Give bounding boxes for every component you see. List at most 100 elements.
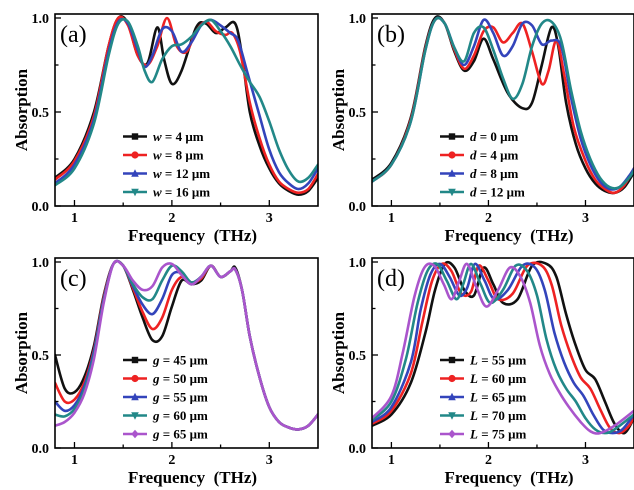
chart-panel-c: 1 2 3 0.0 0.5 1.0 Frequency (THz) Absorption (c)… bbox=[12, 256, 319, 487]
legend-marker bbox=[131, 392, 139, 401]
panel-label: (d) bbox=[377, 266, 405, 292]
x-axis-label: Frequency (THz) bbox=[444, 226, 573, 245]
legend-label: L = 55 μm bbox=[469, 353, 526, 368]
legend-marker bbox=[131, 429, 139, 439]
legend-entry: g = 50 μm bbox=[123, 371, 208, 386]
legend-marker bbox=[448, 374, 456, 383]
legend-entry: w = 8 μm bbox=[123, 148, 204, 163]
series-line-L-75 bbox=[372, 262, 634, 435]
y-axis-label: Absorption bbox=[12, 68, 31, 151]
y-tick-label: 0.0 bbox=[349, 442, 367, 457]
legend-marker bbox=[448, 429, 456, 439]
series-line-L-65 bbox=[372, 262, 634, 435]
panel-label: (a) bbox=[60, 22, 87, 48]
legend-marker bbox=[131, 412, 139, 420]
x-tick-label: 3 bbox=[266, 453, 273, 468]
y-tick-label: 0.0 bbox=[349, 200, 367, 215]
x-tick-label: 3 bbox=[582, 211, 589, 226]
series-line-L-55 bbox=[372, 260, 634, 435]
x-tick-label: 3 bbox=[582, 453, 589, 468]
legend-marker bbox=[131, 151, 139, 159]
legend-marker bbox=[448, 151, 456, 159]
legend-label: g = 65 μm bbox=[152, 427, 208, 442]
legend-marker bbox=[131, 188, 139, 197]
y-axis-label: Absorption bbox=[329, 68, 348, 151]
chart-panel-a: 1 2 3 0.0 0.5 1.0 Frequency (THz) Absorption (a)… bbox=[12, 12, 319, 245]
legend-entry: g = 65 μm bbox=[123, 427, 208, 442]
legend-entry: L = 65 μm bbox=[440, 390, 526, 405]
series-line-d-12 bbox=[372, 16, 634, 190]
x-tick-label: 1 bbox=[71, 211, 78, 226]
legend-entry: w = 4 μm bbox=[123, 129, 204, 144]
x-tick-label: 1 bbox=[388, 453, 395, 468]
legend-label: g = 45 μm bbox=[152, 353, 208, 368]
series-group bbox=[55, 15, 318, 196]
chart-panel-b: 1 2 3 0.0 0.5 1.0 Frequency (THz) Absorption (b)… bbox=[329, 12, 634, 245]
legend-entry: w = 16 μm bbox=[123, 185, 210, 200]
legend-label: d = 0 μm bbox=[470, 129, 519, 144]
legend-marker bbox=[448, 188, 456, 197]
legend-entry: w = 12 μm bbox=[123, 166, 210, 181]
panel-label: (c) bbox=[60, 266, 87, 292]
x-tick-label: 3 bbox=[266, 211, 273, 226]
x-tick-label: 1 bbox=[71, 453, 78, 468]
legend-entry: L = 55 μm bbox=[440, 353, 526, 368]
legend-label: L = 75 μm bbox=[469, 427, 526, 442]
legend-marker bbox=[131, 133, 139, 140]
y-tick-label: 0.5 bbox=[32, 106, 50, 121]
x-tick-label: 2 bbox=[485, 453, 492, 468]
series-group bbox=[372, 260, 634, 435]
y-axis-label: Absorption bbox=[12, 311, 31, 394]
chart-panel-d: 1 2 3 0.0 0.5 1.0 Frequency (THz) Absorption (d)… bbox=[329, 256, 634, 487]
series-line-w-16 bbox=[55, 17, 318, 187]
legend-marker bbox=[448, 392, 456, 401]
legend-entry: g = 55 μm bbox=[123, 390, 208, 405]
x-tick-label: 2 bbox=[168, 211, 175, 226]
y-tick-label: 0.5 bbox=[32, 349, 50, 364]
legend-entry: d = 12 μm bbox=[440, 185, 525, 200]
legend-label: w = 16 μm bbox=[153, 185, 210, 200]
legend-label: d = 12 μm bbox=[470, 185, 525, 200]
y-tick-label: 1.0 bbox=[32, 12, 50, 27]
legend-label: L = 65 μm bbox=[469, 390, 526, 405]
legend-entry: d = 8 μm bbox=[440, 166, 519, 181]
legend-marker bbox=[448, 133, 456, 140]
legend-entry: d = 0 μm bbox=[440, 129, 519, 144]
legend-marker bbox=[131, 169, 139, 177]
x-tick-label: 2 bbox=[485, 211, 492, 226]
legend-marker bbox=[131, 356, 139, 364]
legend-label: g = 55 μm bbox=[152, 390, 208, 405]
legend-entry: L = 70 μm bbox=[440, 408, 526, 423]
legend-entry: d = 4 μm bbox=[440, 148, 519, 163]
y-tick-label: 0.0 bbox=[32, 200, 50, 215]
legend-marker bbox=[448, 412, 456, 420]
series-group bbox=[372, 15, 634, 195]
plot-frame bbox=[371, 13, 634, 207]
legend-label: g = 60 μm bbox=[152, 408, 208, 423]
x-axis-label: Frequency (THz) bbox=[128, 468, 257, 487]
x-tick-label: 1 bbox=[388, 211, 395, 226]
series-line-L-70 bbox=[372, 262, 634, 435]
panel-label: (b) bbox=[377, 22, 405, 48]
legend-label: w = 8 μm bbox=[153, 148, 204, 163]
legend-entry: g = 45 μm bbox=[123, 353, 208, 368]
y-tick-label: 1.0 bbox=[349, 12, 367, 27]
x-axis-label: Frequency (THz) bbox=[444, 468, 573, 487]
x-tick-label: 2 bbox=[168, 453, 175, 468]
y-tick-label: 0.5 bbox=[349, 106, 367, 121]
series-line-L-60 bbox=[372, 261, 634, 435]
legend-marker bbox=[448, 169, 456, 177]
legend-marker bbox=[131, 374, 139, 383]
y-tick-label: 0.0 bbox=[32, 442, 50, 457]
y-axis-label: Absorption bbox=[329, 311, 348, 394]
series-line-g-65 bbox=[55, 259, 318, 431]
legend-entry: g = 60 μm bbox=[123, 408, 208, 423]
series-line-w-12 bbox=[55, 17, 318, 191]
plot-frame bbox=[54, 13, 319, 207]
y-tick-label: 1.0 bbox=[32, 256, 50, 271]
legend-marker bbox=[448, 356, 456, 364]
plot-frame bbox=[371, 257, 634, 449]
y-tick-label: 0.5 bbox=[349, 349, 367, 364]
y-tick-label: 1.0 bbox=[349, 256, 367, 271]
